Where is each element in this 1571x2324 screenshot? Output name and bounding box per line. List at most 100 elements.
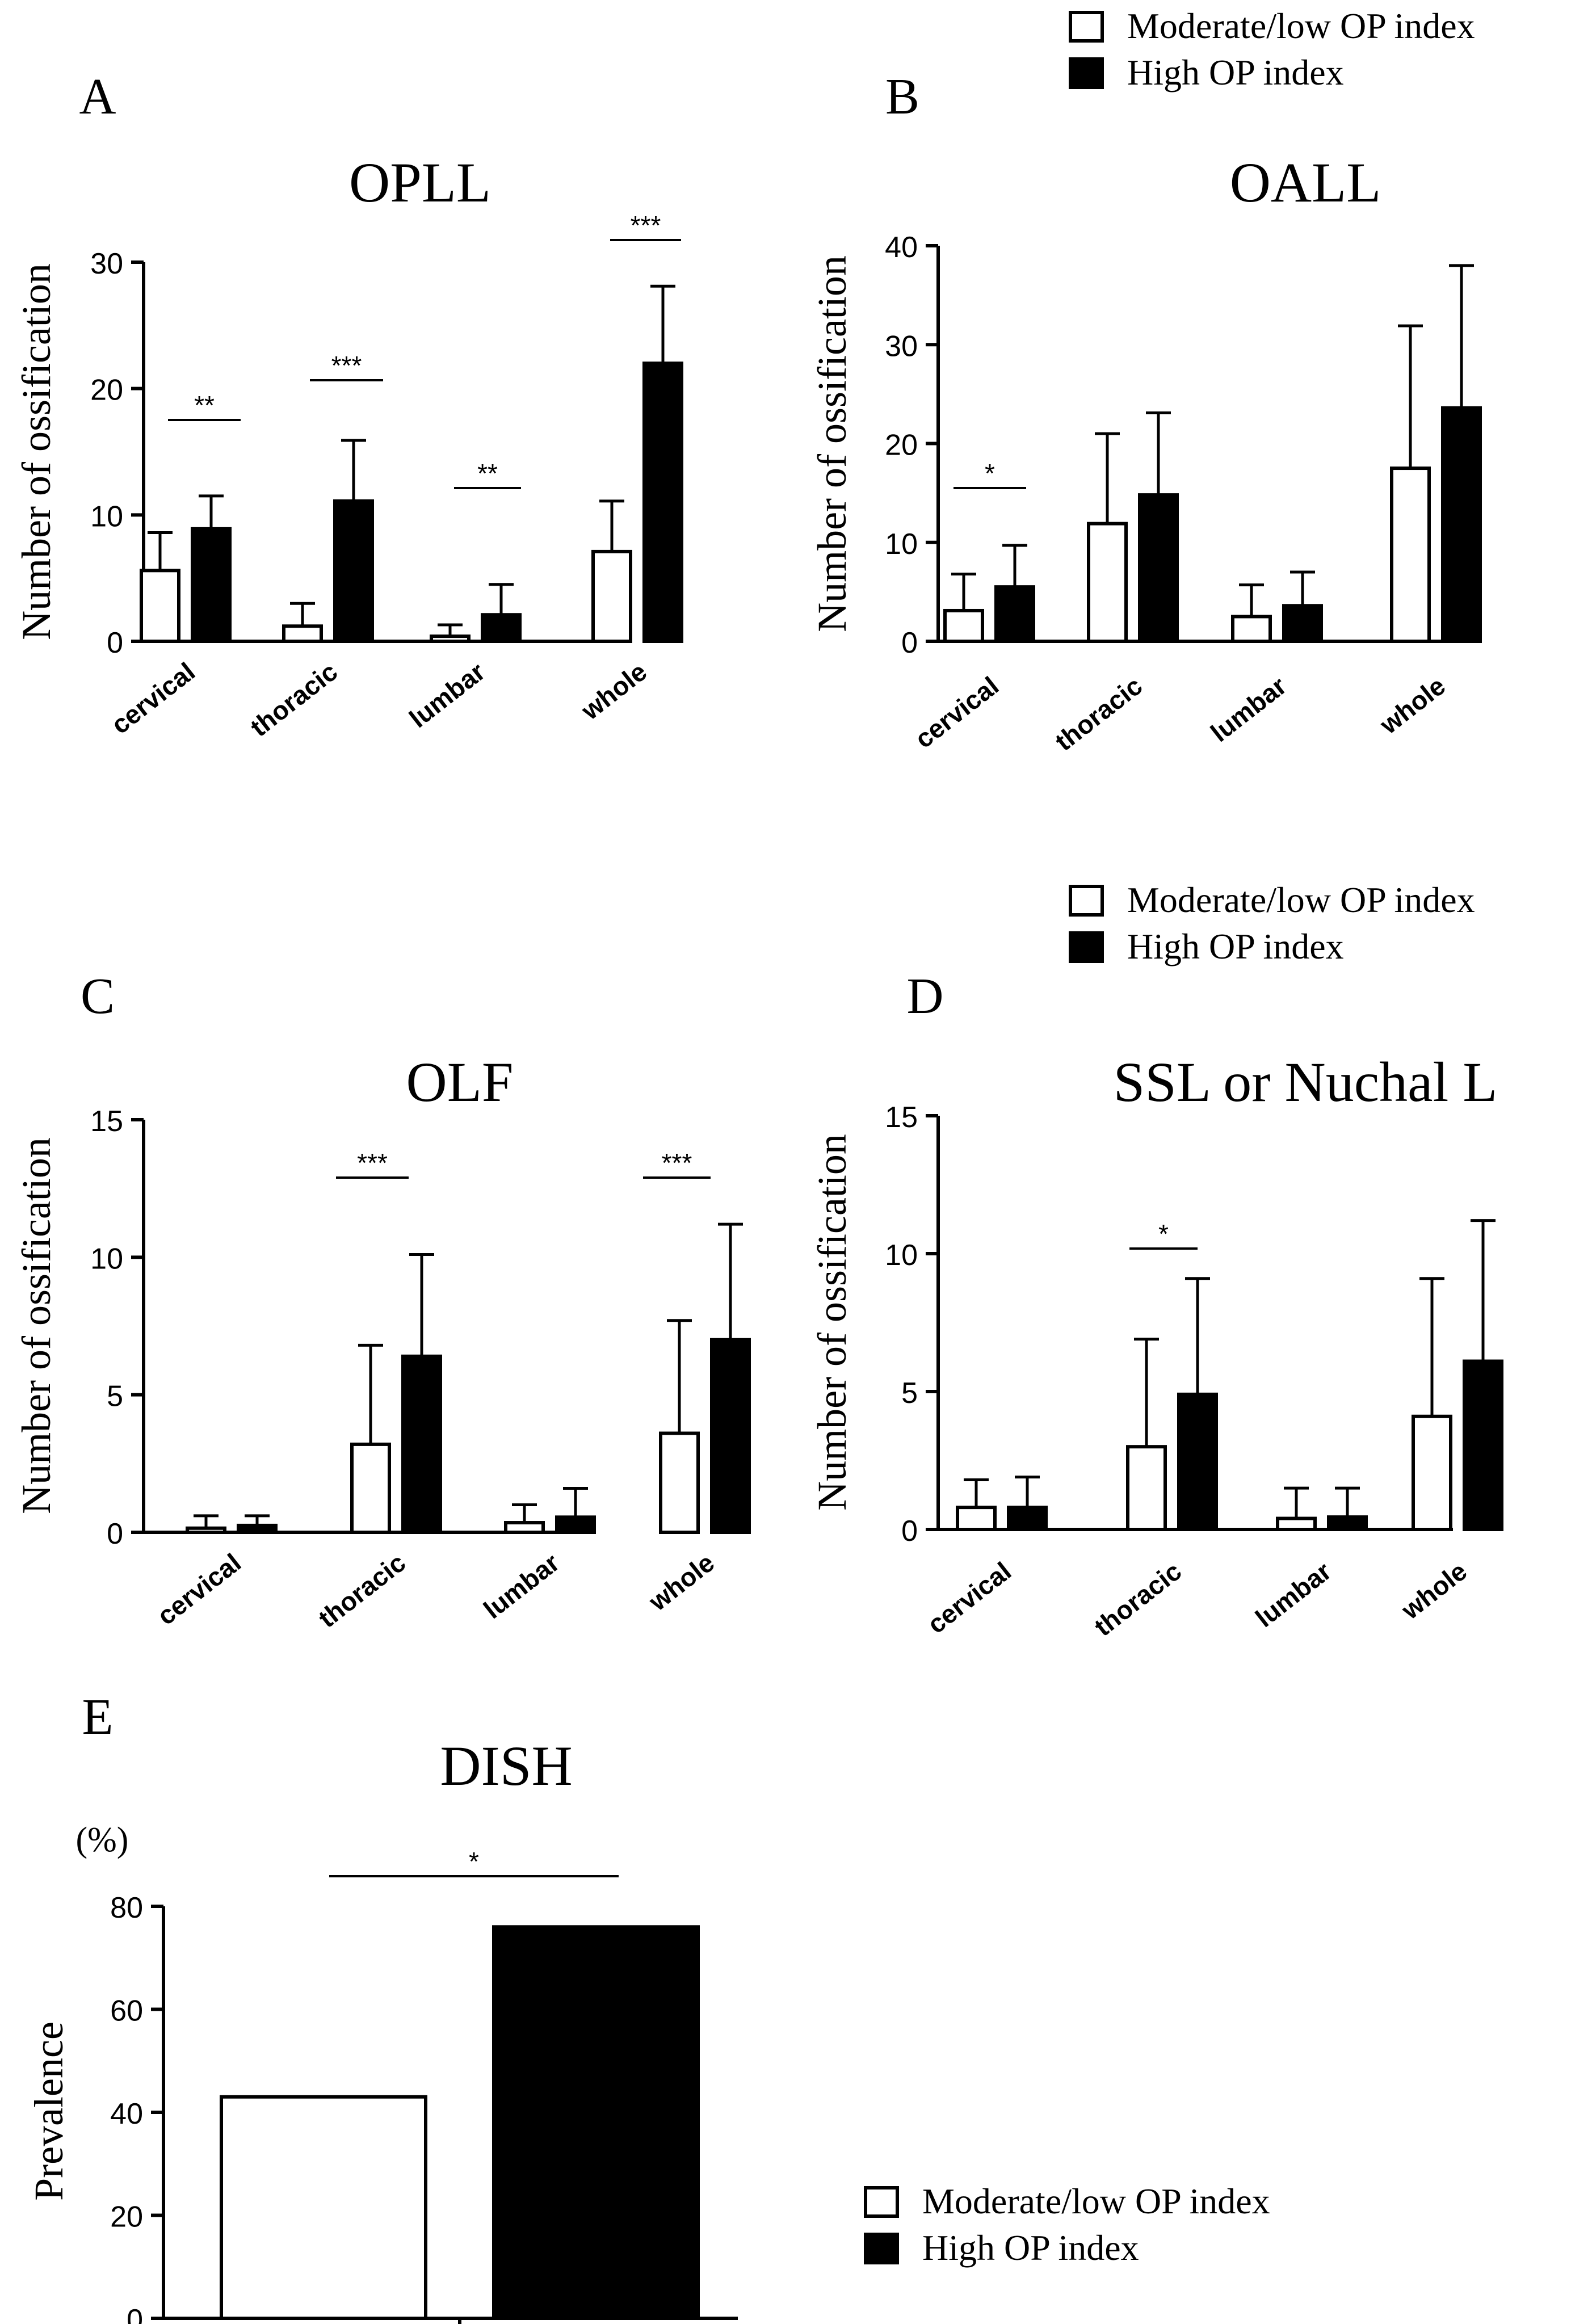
y-tick-label: 20 xyxy=(110,2201,143,2234)
y-tick-label: 5 xyxy=(107,1380,123,1413)
bar-high xyxy=(1177,1392,1218,1532)
significance-marker: ** xyxy=(194,390,215,420)
y-tick-label: 30 xyxy=(90,247,123,280)
y-tick-label: 15 xyxy=(90,1105,123,1138)
y-tick-label: 0 xyxy=(107,1518,123,1550)
significance-marker: *** xyxy=(357,1148,388,1178)
bar-moderate-low xyxy=(350,1442,391,1535)
bar-moderate-low xyxy=(1390,467,1431,643)
y-tick-label: 40 xyxy=(885,231,918,264)
y-tick-label: 10 xyxy=(885,528,918,561)
legend-label-high: High OP index xyxy=(922,2228,1139,2268)
y-tick-label: 10 xyxy=(90,1242,123,1275)
bar-high xyxy=(1327,1515,1368,1531)
bar-moderate-low xyxy=(186,1526,226,1534)
unit-label: (%) xyxy=(76,1821,129,1859)
chart-panel-d: D SSL or Nuchal L Number of ossification 0 5… xyxy=(809,968,1503,1642)
x-tick-label: lumbar xyxy=(1205,671,1292,747)
legend-3: Moderate/low OP index High OP index xyxy=(864,2181,1270,2268)
y-tick-label: 30 xyxy=(885,330,918,363)
bar-moderate-low xyxy=(1087,522,1128,644)
x-tick-label: cervical xyxy=(922,1556,1016,1639)
bar-moderate-low xyxy=(1231,615,1272,643)
bar-moderate-low xyxy=(1126,1445,1167,1531)
significance-marker: * xyxy=(469,1847,479,1876)
bar-high xyxy=(1463,1359,1503,1532)
chart-title: DISH xyxy=(440,1734,572,1797)
y-axis-label: Number of ossification xyxy=(14,1137,59,1514)
significance-marker: * xyxy=(985,459,995,488)
x-tick-label: whole xyxy=(1374,671,1451,740)
bar-moderate-low xyxy=(943,608,984,644)
y-tick-label: 80 xyxy=(110,1892,143,1924)
x-tick-label: lumbar xyxy=(478,1548,565,1624)
y-tick-label: 0 xyxy=(901,1515,918,1548)
chart-title: OPLL xyxy=(349,151,491,214)
chart-title: OLF xyxy=(406,1050,514,1113)
chart-panel-b: B OALL Number of ossification 0 10 20 30 40 cerv… xyxy=(809,69,1482,757)
bar-high xyxy=(333,499,374,644)
legend-swatch-moderate-low xyxy=(1069,885,1104,917)
significance-marker: *** xyxy=(631,211,661,240)
panel-letter: C xyxy=(81,968,115,1024)
x-tick-label: lumbar xyxy=(404,657,490,733)
bar-high xyxy=(994,585,1035,643)
legend-label-moderate-low: Moderate/low OP index xyxy=(922,2181,1270,2221)
x-tick-label: cervical xyxy=(106,657,200,739)
panel-letter: B xyxy=(885,69,919,125)
bar-moderate-low xyxy=(282,624,323,644)
x-tick-label: whole xyxy=(643,1548,720,1617)
chart-panel-a: A OPLL Number of ossification 0 10 20 30 cervic… xyxy=(14,69,683,742)
bar-high xyxy=(555,1515,596,1534)
chart-panel-c: C OLF Number of ossification 0 5 10 15 cervical… xyxy=(14,968,751,1633)
x-tick-label: lumbar xyxy=(1250,1556,1337,1633)
x-tick-label: cervical xyxy=(152,1548,246,1630)
bar-moderate-low xyxy=(504,1521,545,1534)
bar-high xyxy=(710,1338,751,1535)
x-tick-label: thoracic xyxy=(245,657,343,742)
x-tick-label: thoracic xyxy=(313,1548,411,1633)
x-tick-label: cervical xyxy=(909,671,1004,754)
bar-moderate-low xyxy=(591,549,632,644)
legend-swatch-high xyxy=(1069,57,1104,89)
significance-marker: *** xyxy=(331,351,362,380)
bar-moderate-low xyxy=(956,1506,997,1532)
y-tick-label: 20 xyxy=(885,429,918,462)
bar-high xyxy=(481,613,522,643)
bar-high xyxy=(492,1925,700,2321)
legend-1: Moderate/low OP index High OP index xyxy=(1069,6,1475,93)
chart-title: OALL xyxy=(1230,151,1381,214)
bar-moderate-low xyxy=(1276,1516,1317,1532)
panel-letter: E xyxy=(82,1689,114,1745)
bar-high xyxy=(237,1523,278,1534)
bar-high xyxy=(401,1354,442,1534)
panel-letter: A xyxy=(79,69,116,125)
x-tick-label: whole xyxy=(1396,1556,1473,1625)
y-tick-label: 0 xyxy=(901,627,918,659)
y-axis-label: Prevalence xyxy=(26,2022,72,2201)
legend-swatch-moderate-low xyxy=(1069,11,1104,43)
y-tick-label: 10 xyxy=(90,500,123,533)
bar-moderate-low xyxy=(140,569,180,643)
legend-2: Moderate/low OP index High OP index xyxy=(1069,880,1475,966)
y-tick-label: 0 xyxy=(127,2304,143,2324)
panel-letter: D xyxy=(907,968,944,1024)
bar-moderate-low xyxy=(1412,1414,1452,1531)
bar-moderate-low xyxy=(220,2095,427,2320)
bar-high xyxy=(1441,406,1482,644)
bar-moderate-low xyxy=(659,1431,700,1535)
chart-panel-e: E DISH Prevalence (%) 0 20 40 60 80 * xyxy=(26,1689,738,2324)
x-tick-label: thoracic xyxy=(1089,1556,1187,1642)
bar-high xyxy=(1282,604,1323,644)
legend-swatch-high xyxy=(1069,931,1104,963)
legend-label-high: High OP index xyxy=(1127,926,1344,966)
y-tick-label: 20 xyxy=(90,374,123,407)
y-tick-label: 15 xyxy=(885,1101,918,1134)
bar-high xyxy=(1007,1506,1048,1532)
y-axis-label: Number of ossification xyxy=(809,1134,855,1511)
y-tick-label: 10 xyxy=(885,1239,918,1272)
significance-marker: * xyxy=(1158,1219,1169,1249)
legend-label-high: High OP index xyxy=(1127,52,1344,93)
y-tick-label: 5 xyxy=(901,1377,918,1410)
y-tick-label: 0 xyxy=(107,627,123,659)
